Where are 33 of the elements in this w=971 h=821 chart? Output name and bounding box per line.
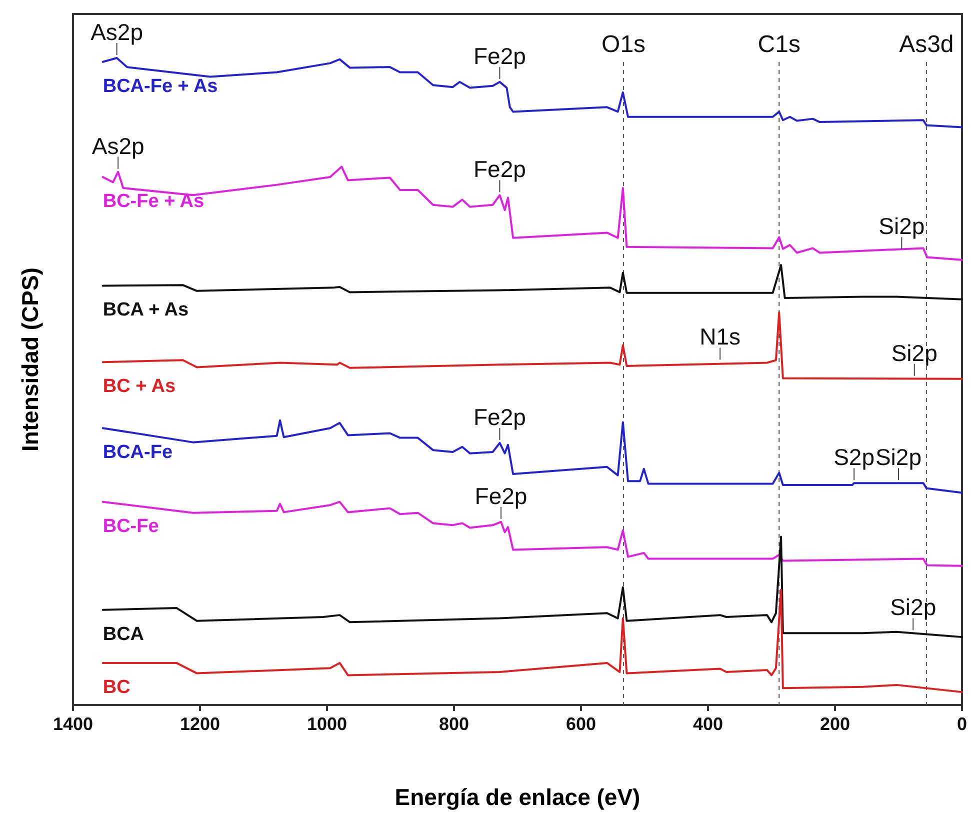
annotation: Si2p (875, 444, 922, 470)
x-axis-title: Energía de enlace (eV) (394, 784, 640, 810)
series-label: BCA + As (102, 300, 189, 321)
ref-line-label: O1s (602, 31, 646, 58)
annotation: Si2p (891, 340, 938, 366)
x-tick-label: 600 (566, 714, 596, 734)
series-label: BC-Fe + As (102, 191, 204, 212)
x-tick-label: 1000 (306, 714, 348, 734)
x-tick-label: 200 (820, 714, 850, 734)
x-tick-label: 800 (438, 714, 470, 734)
annotation: Fe2p (474, 42, 526, 69)
series-label: BCA-Fe + As (102, 76, 218, 97)
x-tick-label: 1200 (180, 714, 220, 734)
series-label: BCA (102, 624, 144, 645)
annotation: S2p (834, 444, 875, 470)
y-axis-title: Intensidad (CPS) (17, 267, 43, 452)
x-tick-label: 0 (956, 714, 968, 734)
series-label: BC + As (102, 376, 176, 398)
ref-line-label: As3d (899, 31, 954, 58)
annotation: As2p (90, 19, 144, 45)
annotation: Si2p (890, 594, 936, 620)
annotation: Si2p (878, 213, 925, 240)
series-label: BCA-Fe (102, 442, 173, 464)
annotation: Fe2p (474, 404, 526, 430)
annotation: Fe2p (474, 156, 526, 182)
x-tick-label: 1400 (52, 714, 94, 734)
annotation: As2p (92, 132, 144, 159)
series-label: BC-Fe (102, 516, 159, 537)
series-label: BC (102, 676, 131, 698)
annotation: N1s (700, 324, 741, 350)
ref-line-label: C1s (758, 31, 800, 58)
x-tick-label: 400 (692, 714, 724, 734)
annotation: Fe2p (474, 482, 528, 509)
